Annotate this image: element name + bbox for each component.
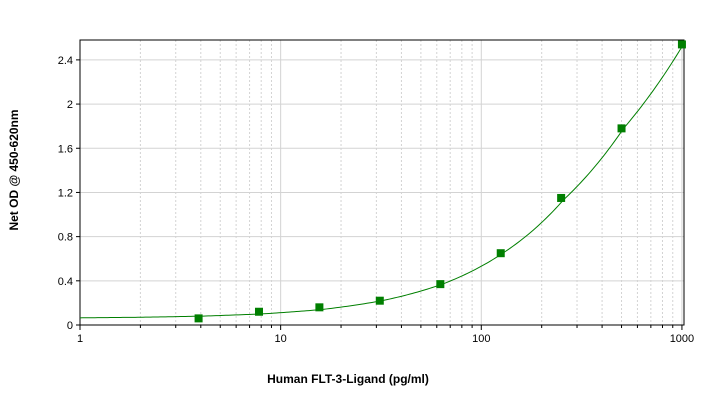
- y-tick-label: 0: [67, 320, 73, 332]
- data-point: [557, 193, 566, 202]
- data-point: [496, 249, 505, 258]
- y-tick-label: 1.6: [58, 143, 73, 155]
- data-point: [375, 296, 384, 305]
- x-tick-label: 1: [77, 333, 83, 345]
- x-axis-title: Human FLT-3-Ligand (pg/ml): [267, 372, 429, 386]
- y-tick-label: 0.8: [58, 232, 73, 244]
- fit-curve: [79, 43, 685, 319]
- x-tick-label: 1000: [670, 333, 694, 345]
- y-axis: 0 0.4 0.8 1.2 1.6 2 2.4: [58, 55, 80, 332]
- y-tick-label: 0.4: [58, 276, 73, 288]
- data-point: [617, 124, 626, 133]
- x-tick-label: 100: [472, 333, 490, 345]
- y-tick-label: 1.2: [58, 187, 73, 199]
- y-axis-title: Net OD @ 450-620nm: [7, 109, 21, 230]
- x-tick-label: 10: [275, 333, 287, 345]
- x-axis: 1 10 100 1000: [77, 325, 694, 345]
- data-point: [677, 40, 686, 49]
- grid: [79, 40, 684, 326]
- data-point: [254, 307, 263, 316]
- y-tick-label: 2.4: [58, 55, 73, 67]
- data-point: [436, 280, 445, 289]
- data-point: [194, 314, 203, 323]
- data-point: [315, 303, 324, 312]
- plot-area: [79, 39, 685, 326]
- data-points: [194, 40, 686, 323]
- y-tick-label: 2: [67, 99, 73, 111]
